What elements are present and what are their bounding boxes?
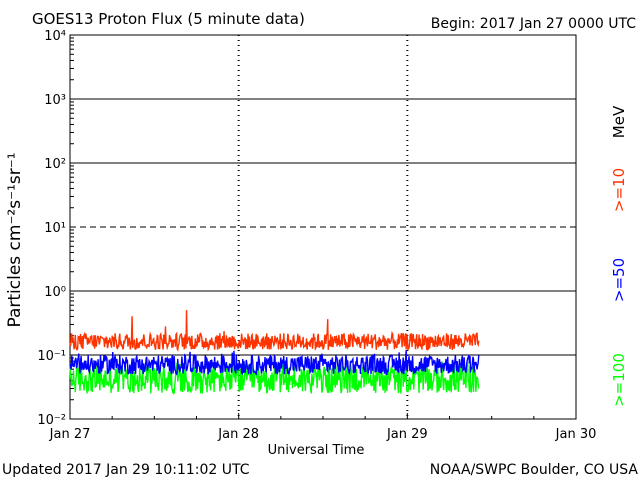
chart-title: GOES13 Proton Flux (5 minute data)	[32, 10, 305, 28]
credit-label: NOAA/SWPC Boulder, CO USA	[430, 462, 639, 478]
legend-unit: MeV	[610, 105, 628, 138]
y-tick-label: 10⁰	[44, 285, 66, 300]
y-tick-label: 10³	[44, 93, 66, 108]
legend-ge50: >=50	[610, 258, 628, 302]
series-lines	[69, 310, 480, 396]
legend-ge100: >=100	[610, 353, 628, 407]
y-axis-label: Particles cm⁻²s⁻¹sr⁻¹	[5, 152, 25, 327]
series-line-50	[69, 350, 480, 376]
series-line-10	[69, 310, 480, 352]
gridlines	[70, 35, 576, 419]
x-tick-label: Jan 29	[386, 427, 428, 442]
x-tick-label: Jan 27	[49, 427, 91, 442]
x-tick-label: Jan 28	[217, 427, 259, 442]
y-tick-label: 10⁻¹	[37, 349, 66, 364]
x-tick-labels: Jan 27 Jan 28 Jan 29 Jan 30	[49, 427, 597, 442]
y-tick-label: 10⁻²	[37, 413, 66, 428]
y-tick-label: 10²	[44, 157, 66, 172]
legend: >=100 >=50 >=10 MeV	[610, 105, 628, 407]
y-tick-labels: 10⁻² 10⁻¹ 10⁰ 10¹ 10² 10³ 10⁴	[37, 29, 66, 428]
legend-ge10: >=10	[610, 168, 628, 212]
x-tick-label: Jan 30	[555, 427, 597, 442]
x-axis-label: Universal Time	[268, 443, 365, 458]
begin-label: Begin: 2017 Jan 27 0000 UTC	[431, 16, 636, 32]
y-tick-label: 10¹	[44, 221, 66, 236]
y-tick-label: 10⁴	[44, 29, 66, 44]
updated-label: Updated 2017 Jan 29 10:11:02 UTC	[2, 462, 250, 478]
